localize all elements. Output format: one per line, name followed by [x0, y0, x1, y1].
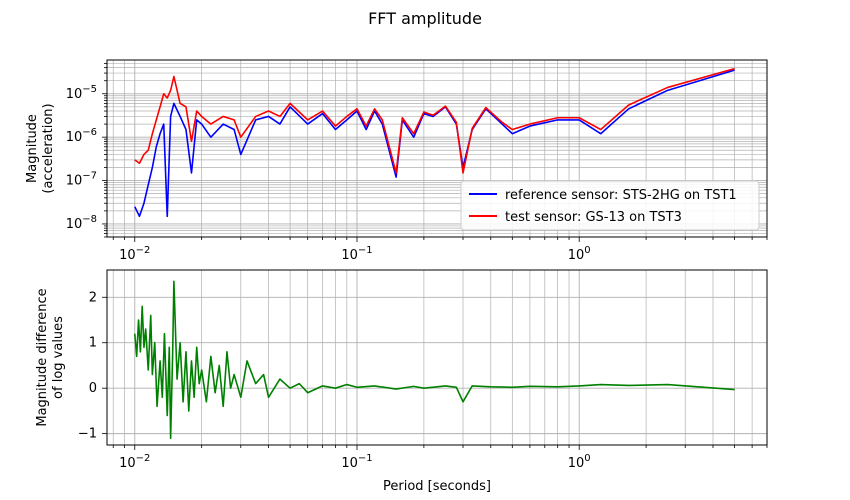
legend-box	[460, 180, 760, 231]
series-line-1	[134, 67, 735, 174]
series-line-0	[134, 69, 735, 218]
legend-entry: test sensor: GS-13 on TST3	[505, 210, 682, 225]
x-tick-label: 100	[568, 245, 591, 263]
x-tick-label: 10−1	[341, 245, 372, 263]
x-tick-label: 100	[568, 453, 591, 471]
y-tick-label: 10−7	[66, 171, 97, 189]
y-axis-label: Magnitude(acceleration)	[25, 103, 56, 193]
series-line-0	[133, 280, 735, 439]
series-group	[134, 67, 735, 218]
axes-frame	[106, 59, 768, 238]
legend: reference sensor: STS-2HG on TST1 test se…	[460, 180, 760, 231]
figure-title: FFT amplitude	[368, 9, 482, 28]
y-axis-label: Magnitude differenceof log values	[35, 288, 66, 426]
axes-frame	[106, 269, 768, 446]
y-tick-label: 10−6	[66, 127, 97, 145]
bottom-panel-difference: −1 0 1 2 10−2 10−1 100 Magnitude differenceof l…	[35, 269, 768, 494]
series-group	[133, 280, 735, 439]
x-axis-label: Period [seconds]	[383, 479, 491, 494]
y-tick-label: −1	[78, 427, 97, 442]
x-tick-label: 10−2	[119, 245, 150, 263]
x-tick-label: 10−2	[119, 453, 150, 471]
top-panel-amplitude: 10−8 10−7 10−6 10−5 10−2 10−1 100 Magnitude(acc…	[25, 59, 768, 263]
y-tick-label: 2	[89, 290, 97, 305]
y-tick-label: 10−8	[66, 214, 97, 232]
x-tick-label: 10−1	[341, 453, 372, 471]
y-tick-label: 10−5	[66, 84, 97, 102]
y-tick-label: 1	[89, 336, 97, 351]
grid	[107, 270, 768, 445]
y-tick-label: 0	[89, 381, 97, 396]
legend-entry: reference sensor: STS-2HG on TST1	[505, 188, 737, 203]
